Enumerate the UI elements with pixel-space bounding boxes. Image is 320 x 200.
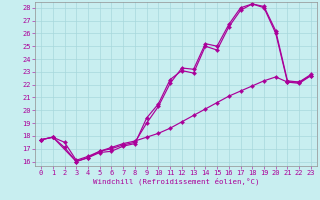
X-axis label: Windchill (Refroidissement éolien,°C): Windchill (Refroidissement éolien,°C) xyxy=(93,178,259,185)
